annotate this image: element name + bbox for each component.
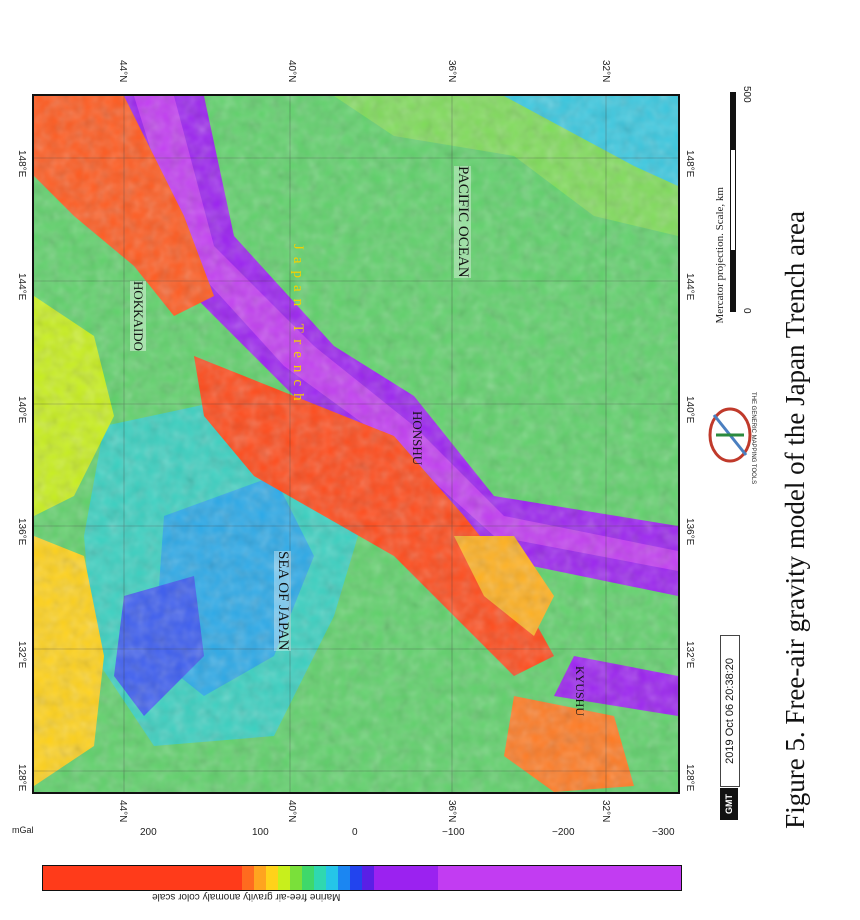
lat-tick-top-32: 32°N xyxy=(600,60,611,83)
colorbar-segment xyxy=(326,865,338,891)
colorbar-segment xyxy=(362,865,374,891)
lat-tick-top-40: 40°N xyxy=(286,60,297,83)
projection-note: Mercator projection. Scale, km xyxy=(714,186,726,324)
colorbar-segment xyxy=(438,865,682,891)
lon-tick-right-144: 144°E xyxy=(684,273,695,301)
timestamp-box: 2019 Oct 06 20:38:20 xyxy=(720,635,740,787)
colorbar-segment xyxy=(350,865,362,891)
colorbar-segment xyxy=(374,865,438,891)
label-hokkaido: HOKKAIDO xyxy=(130,281,146,352)
lon-tick-left-132: 132°E xyxy=(16,641,27,669)
label-sea-of-japan: SEA OF JAPAN xyxy=(274,551,291,651)
lon-tick-left-144: 144°E xyxy=(16,273,27,301)
lat-tick-bottom-36: 36°N xyxy=(446,800,457,823)
gmt-badge: GMT xyxy=(720,788,738,820)
lon-tick-right-140: 140°E xyxy=(684,396,695,424)
scale-label-0: 0 xyxy=(741,308,752,314)
colorbar-border xyxy=(42,865,682,891)
lon-tick-left-148: 148°E xyxy=(16,150,27,178)
colorbar-segment xyxy=(314,865,326,891)
gmt-logo xyxy=(706,405,754,465)
colorbar-segment xyxy=(290,865,302,891)
label-kyushu: KYUSHU xyxy=(573,666,587,717)
scale-label-500: 500 xyxy=(741,86,752,103)
gmt-logo-text: THE GENERIC MAPPING TOOLS xyxy=(750,392,756,485)
lon-tick-left-136: 136°E xyxy=(16,518,27,546)
colorbar-title: Marine free-air gravity anomaly color sc… xyxy=(152,891,341,902)
colorbar-segment xyxy=(42,865,242,891)
gmt-globe-icon xyxy=(708,407,752,463)
label-japan-trench: Japan Trench xyxy=(290,244,306,408)
cb-tick-minus300: −300 xyxy=(652,827,675,838)
colorbar: mGal 200 100 0 −100 −200 −300 Marine fre… xyxy=(12,825,682,902)
lon-tick-right-132: 132°E xyxy=(684,641,695,669)
scale-bar-inner xyxy=(731,150,735,250)
lon-tick-right-128: 128°E xyxy=(684,764,695,792)
label-pacific-ocean: PACIFIC OCEAN xyxy=(454,166,471,278)
lat-tick-top-36: 36°N xyxy=(446,60,457,83)
lat-tick-bottom-44: 44°N xyxy=(117,800,128,823)
lat-tick-bottom-40: 40°N xyxy=(286,800,297,823)
lon-tick-left-140: 140°E xyxy=(16,396,27,424)
colorbar-units: mGal xyxy=(12,825,34,835)
colorbar-segment xyxy=(266,865,278,891)
colorbar-segment xyxy=(254,865,266,891)
gravity-map-svg xyxy=(34,96,678,792)
lon-tick-right-136: 136°E xyxy=(684,518,695,546)
cb-tick-0: 0 xyxy=(352,827,358,838)
gravity-map: HOKKAIDO HONSHU KYUSHU SEA OF JAPAN PACI… xyxy=(32,94,680,794)
lon-tick-right-148: 148°E xyxy=(684,150,695,178)
colorbar-ticklabels: 200 100 0 −100 −200 −300 xyxy=(42,827,682,847)
lon-tick-left-128: 128°E xyxy=(16,764,27,792)
lat-tick-bottom-32: 32°N xyxy=(600,800,611,823)
colorbar-segment xyxy=(302,865,314,891)
lat-tick-top-44: 44°N xyxy=(117,60,128,83)
colorbar-segment xyxy=(338,865,350,891)
cb-tick-minus200: −200 xyxy=(552,827,575,838)
cb-tick-200: 200 xyxy=(140,827,157,838)
colorbar-gradient xyxy=(42,865,682,891)
cb-tick-100: 100 xyxy=(252,827,269,838)
label-honshu: HONSHU xyxy=(410,411,425,466)
figure-caption: Figure 5. Free-air gravity model of the … xyxy=(779,211,810,829)
cb-tick-minus100: −100 xyxy=(442,827,465,838)
colorbar-segment xyxy=(242,865,254,891)
colorbar-segment xyxy=(278,865,290,891)
